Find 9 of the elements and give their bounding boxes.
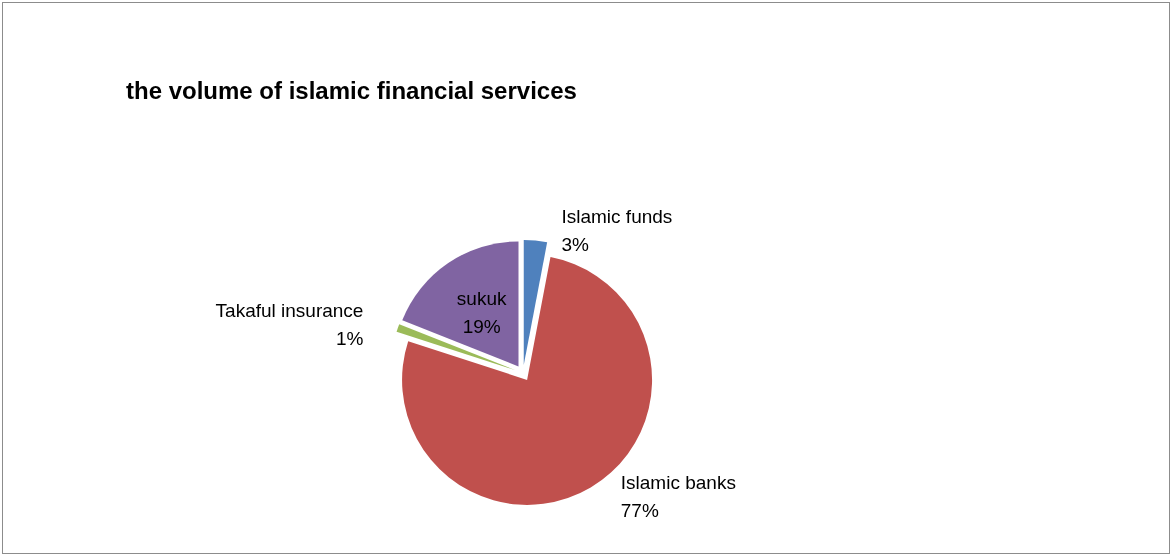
- data-label: 19%: [462, 315, 501, 337]
- slice-label: Islamic funds: [561, 206, 673, 228]
- chart-title: the volume of islamic financial services: [126, 76, 577, 104]
- data-label: 3%: [561, 234, 590, 256]
- slice-label: sukuk: [456, 287, 507, 309]
- data-label: 1%: [335, 328, 364, 350]
- slice-label: Takaful insurance: [215, 300, 364, 322]
- slice-label: Islamic banks: [620, 471, 736, 493]
- data-label: 77%: [620, 499, 659, 521]
